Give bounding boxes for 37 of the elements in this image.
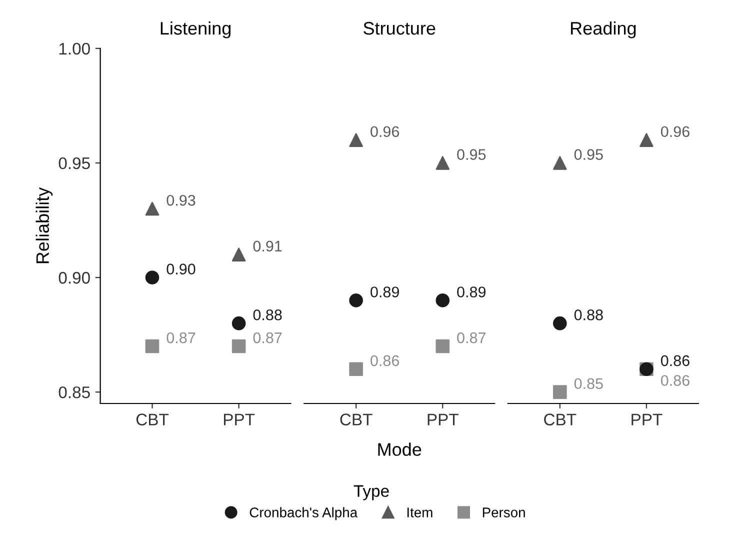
data-label: 0.96: [660, 126, 690, 138]
x-axis-title: Mode: [378, 442, 422, 456]
x-tick-label: PPT: [632, 414, 662, 426]
data-label: 0.87: [457, 332, 486, 344]
x-tick-label: PPT: [224, 414, 255, 426]
x-tick-label: CBT: [340, 414, 372, 426]
legend-title: Type: [354, 485, 389, 500]
y-tick-label: 0.95: [58, 157, 90, 170]
data-label: 0.95: [574, 149, 603, 160]
y-tick-label: 1.00: [59, 42, 90, 55]
data-label: 0.91: [253, 240, 282, 252]
data-label: 0.87: [253, 332, 282, 344]
data-label: 0.90: [166, 264, 196, 274]
data-label: 0.89: [457, 286, 486, 298]
data-label: 0.93: [166, 194, 196, 206]
chart-title: Listening: [160, 21, 231, 38]
data-label: 0.86: [660, 355, 690, 366]
x-tick-label: CBT: [136, 414, 169, 426]
data-label: 0.95: [457, 149, 486, 160]
data-label: 0.88: [253, 309, 282, 320]
data-label: 0.96: [370, 126, 400, 138]
data-label: 0.87: [166, 332, 196, 344]
legend-label: Cronbach's Alpha: [250, 507, 358, 520]
data-label: 0.86: [370, 355, 400, 366]
chart-title: Structure: [364, 22, 436, 35]
x-tick-label: PPT: [428, 414, 458, 426]
x-tick-label: CBT: [544, 414, 576, 426]
y-axis-title: Reliability: [36, 187, 53, 264]
y-tick-label: 0.90: [58, 272, 90, 284]
data-label: 0.85: [574, 378, 603, 390]
data-label: 0.89: [370, 286, 399, 298]
data-label: 0.86: [660, 375, 690, 386]
chart-title: Reading: [571, 21, 636, 38]
legend-label: Person: [482, 508, 525, 518]
y-tick-label: 0.85: [58, 386, 90, 398]
data-label: 0.88: [574, 309, 603, 320]
legend-label: Item: [407, 508, 432, 518]
